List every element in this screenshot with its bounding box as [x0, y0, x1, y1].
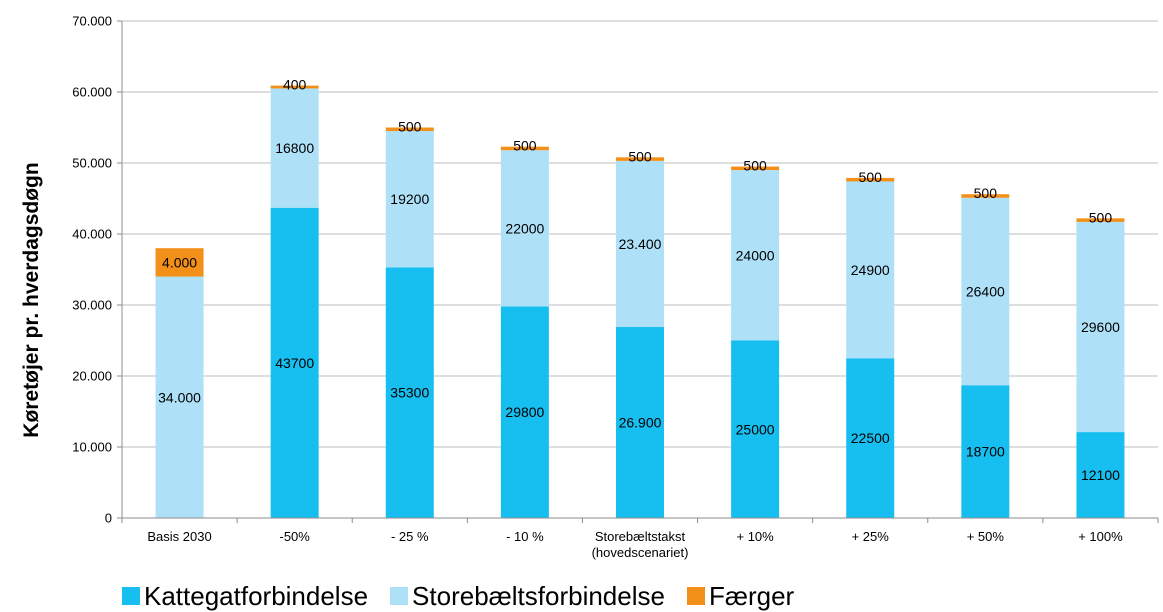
data-label: 500 [1089, 209, 1113, 225]
legend-swatch [687, 587, 705, 605]
data-label: 400 [283, 77, 307, 93]
legend-item: Storebæltsforbindelse [390, 581, 665, 612]
data-label: 500 [743, 158, 767, 174]
x-category-label: Basis 2030 [147, 529, 211, 544]
data-label: 500 [859, 169, 883, 185]
y-axis-label: Køretøjer pr. hverdagsdøgn [20, 162, 43, 437]
legend-label: Færger [709, 581, 794, 612]
data-label: 16800 [275, 140, 314, 156]
x-category-label: + 10% [736, 529, 774, 544]
legend-item: Kattegatforbindelse [122, 581, 368, 612]
data-label: 500 [628, 148, 652, 164]
data-label: 12100 [1081, 467, 1120, 483]
data-label: 29600 [1081, 319, 1120, 335]
x-category-label: - 25 % [391, 529, 429, 544]
data-label: 19200 [390, 191, 429, 207]
data-label: 34.000 [158, 389, 201, 405]
data-label: 29800 [505, 404, 544, 420]
legend-label: Kattegatforbindelse [144, 581, 368, 612]
x-category-label: (hovedscenariet) [592, 545, 689, 560]
data-label: 26.900 [619, 415, 662, 431]
data-label: 26400 [966, 284, 1005, 300]
legend-item: Færger [687, 581, 794, 612]
data-label: 4.000 [162, 254, 197, 270]
legend-swatch [122, 587, 140, 605]
y-tick-label: 50.000 [72, 156, 112, 171]
data-label: 24900 [851, 262, 890, 278]
y-tick-label: 60.000 [72, 85, 112, 100]
y-tick-label: 30.000 [72, 298, 112, 313]
y-tick-label: 40.000 [72, 227, 112, 242]
stacked-bar-chart: 0 10.000 20.000 30.000 40.000 50.000 60.000 70.… [0, 0, 1163, 580]
y-tick-label: 20.000 [72, 369, 112, 384]
data-label: 500 [398, 119, 422, 135]
y-tick-label: 0 [105, 511, 112, 526]
data-label: 24000 [736, 247, 775, 263]
data-label: 35300 [390, 385, 429, 401]
y-tick-label: 10.000 [72, 440, 112, 455]
legend-label: Storebæltsforbindelse [412, 581, 665, 612]
legend-swatch [390, 587, 408, 605]
y-tick-label: 70.000 [72, 14, 112, 29]
x-category-label: + 50% [967, 529, 1005, 544]
y-tick-labels: 0 10.000 20.000 30.000 40.000 50.000 60.000 70.… [72, 14, 112, 526]
data-label: 43700 [275, 355, 314, 371]
data-label: 18700 [966, 444, 1005, 460]
data-label: 22500 [851, 430, 890, 446]
x-category-label: + 100% [1078, 529, 1123, 544]
data-label: 22000 [505, 220, 544, 236]
data-label: 500 [974, 185, 998, 201]
x-category-label: + 25% [852, 529, 890, 544]
data-label: 25000 [736, 421, 775, 437]
data-label: 23.400 [619, 236, 662, 252]
x-category-label: -50% [279, 529, 310, 544]
x-category-label: - 10 % [506, 529, 544, 544]
legend: Kattegatforbindelse Storebæltsforbindelse… [122, 581, 816, 611]
x-category-labels: Basis 2030 -50% - 25 % - 10 % Storebæltstaks… [147, 529, 1123, 560]
data-label: 500 [513, 138, 537, 154]
x-category-label: Storebæltstakst [595, 529, 686, 544]
